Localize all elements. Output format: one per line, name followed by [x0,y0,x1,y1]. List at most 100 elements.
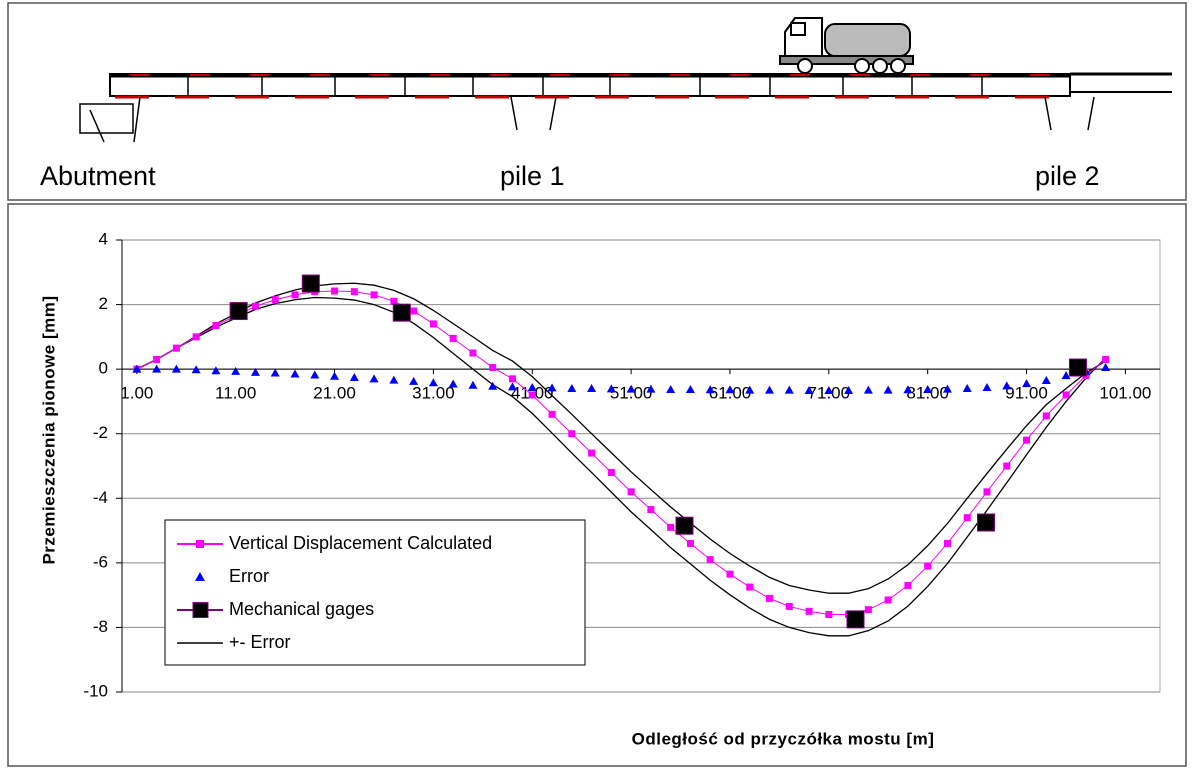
x-tick-label: 81.00 [906,384,949,403]
diagram-label: pile 1 [500,161,565,191]
x-tick-label: 1.00 [120,384,153,403]
data-point [1002,381,1012,390]
data-point [171,364,181,373]
diagram-label: pile 2 [1035,161,1100,191]
y-tick-label: -2 [93,423,108,442]
data-point [942,384,952,393]
data-point [883,385,893,394]
data-point [547,383,557,392]
legend-marker [195,572,205,581]
data-point [924,562,932,570]
data-point [428,378,438,387]
data-point [923,384,933,393]
data-point [469,349,477,357]
y-tick-label: -8 [93,617,108,636]
deck-joints [187,74,983,96]
data-point [211,366,221,375]
data-point [745,385,755,394]
data-point [271,296,279,304]
data-point [766,594,774,602]
legend-label: Vertical Displacement Calculated [229,533,492,553]
data-point [686,539,694,547]
data-point [527,383,537,392]
data-point [805,607,813,615]
data-point [1062,391,1070,399]
diagram-frame [7,2,1187,201]
data-point [1102,355,1110,363]
x-tick-label: 91.00 [1005,384,1048,403]
data-point [301,274,320,293]
data-point [1068,358,1087,377]
plot-area: -10-8-6-4-20241.0011.0021.0031.0041.0051… [83,229,1161,700]
data-point [172,344,180,352]
error-band-line [136,282,1106,594]
legend-marker [196,540,204,548]
x-tick-label: 101.00 [1099,384,1151,403]
data-point [507,382,517,391]
data-point [904,581,912,589]
data-point [349,373,359,382]
x-tick-label: 11.00 [215,384,256,403]
data-point [488,381,498,390]
data-point [675,516,694,535]
data-point [667,523,675,531]
data-point [765,385,775,394]
x-tick-label: 21.00 [313,384,356,403]
data-point [1101,363,1111,372]
data-point [331,287,339,295]
data-point [229,302,248,321]
data-point [508,375,516,383]
data-point [846,610,865,629]
data-point [884,596,892,604]
data-point [706,556,714,564]
data-point [685,384,695,393]
x-tick-label: 31.00 [412,384,455,403]
data-point [212,322,220,330]
data-point [448,379,458,388]
data-point [824,385,834,394]
diagram-label: Abutment [40,161,156,191]
data-point [370,291,378,299]
data-point [982,383,992,392]
data-point [231,366,241,375]
data-point [410,307,418,315]
data-point [647,506,655,514]
data-point [369,374,379,383]
data-point [310,370,320,379]
data-point [468,380,478,389]
data-point [1041,375,1051,384]
data-point [1061,371,1071,380]
data-point [291,291,299,299]
data-point [489,364,497,372]
data-point [192,333,200,341]
y-tick-label: 4 [99,229,108,248]
data-point [825,611,833,619]
x-axis-title: Odległość od przyczółka mostu [m] [632,729,935,748]
data-point [330,371,340,380]
data-point [191,365,201,374]
data-point [390,297,398,305]
y-tick-label: -4 [93,488,108,507]
y-tick-label: -10 [83,681,108,700]
data-point [392,303,411,322]
y-tick-label: 2 [99,294,108,313]
data-point [864,606,872,614]
data-point [528,391,536,399]
data-point [626,384,636,393]
data-point [132,364,142,373]
legend-label: +- Error [229,632,291,652]
data-point [548,410,556,418]
data-point [627,488,635,496]
bridge-diagram: Abutment pile 1 pile 2 [7,2,1187,201]
data-point [567,384,577,393]
data-point [1023,436,1031,444]
data-point [977,513,996,532]
data-point [251,302,259,310]
data-point [1003,462,1011,470]
data-point [784,385,794,394]
data-point [725,385,735,394]
data-point [350,288,358,296]
error-band-line [136,296,1107,637]
data-point [983,488,991,496]
